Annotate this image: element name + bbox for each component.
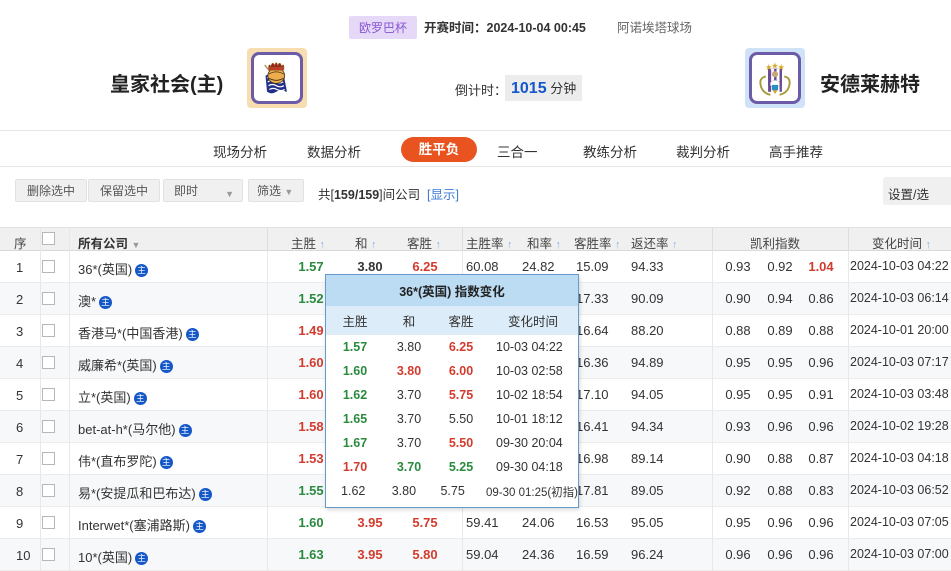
svg-text:★: ★ — [778, 64, 785, 72]
